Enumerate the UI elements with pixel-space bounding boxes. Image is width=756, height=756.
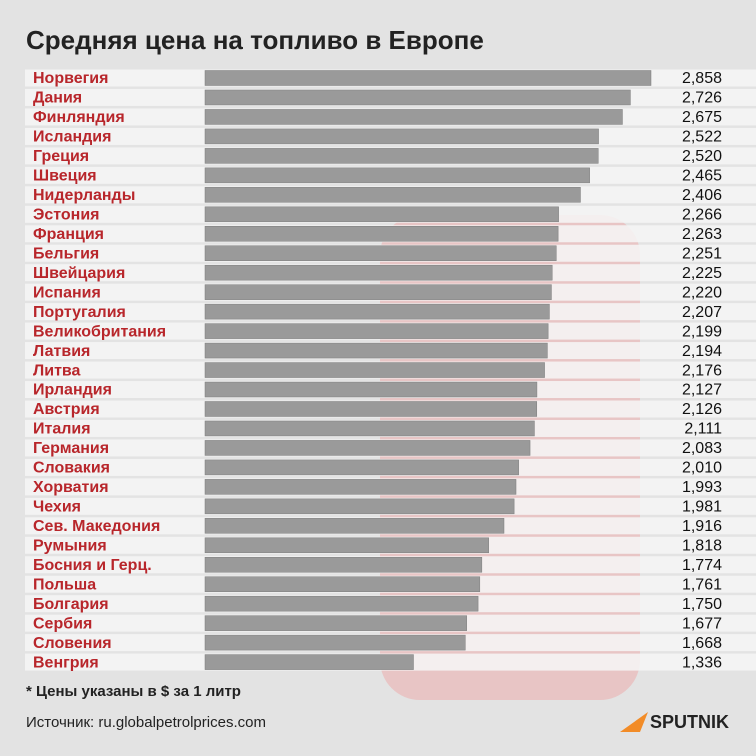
category-label: Польша	[33, 576, 96, 593]
value-label: 2,263	[682, 226, 722, 243]
bar	[204, 148, 599, 164]
value-label: 2,520	[682, 148, 722, 165]
category-label: Босния и Герц.	[33, 557, 152, 574]
bar	[204, 615, 467, 631]
value-label: 2,111	[684, 421, 722, 438]
bar	[204, 109, 623, 125]
category-label: Чехия	[33, 499, 81, 516]
value-label: 2,266	[682, 207, 722, 224]
category-label: Латвия	[33, 343, 90, 360]
bar	[204, 284, 552, 300]
value-label: 2,207	[682, 304, 722, 321]
value-label: 1,993	[682, 479, 722, 496]
bar	[204, 479, 517, 495]
bar	[204, 401, 538, 417]
category-label: Болгария	[33, 596, 109, 613]
value-label: 2,126	[682, 401, 722, 418]
bar	[204, 440, 531, 456]
bar	[204, 187, 581, 203]
category-label: Австрия	[33, 401, 100, 418]
value-label: 2,726	[682, 90, 722, 107]
category-label: Великобритания	[33, 323, 166, 340]
category-label: Словения	[33, 635, 112, 652]
value-label: 1,916	[682, 518, 722, 535]
value-label: 1,774	[682, 557, 722, 574]
source: Источник: ru.globalpetrolprices.com	[26, 714, 266, 731]
bar	[204, 420, 535, 437]
value-label: 1,677	[682, 615, 722, 632]
bar	[204, 264, 553, 281]
bar	[204, 206, 559, 223]
bar	[204, 70, 652, 86]
value-label: 2,199	[682, 323, 722, 340]
category-label: Дания	[33, 90, 82, 107]
bar	[204, 459, 519, 476]
bar	[204, 654, 414, 670]
category-label: Литва	[33, 362, 81, 379]
category-label: Италия	[33, 421, 91, 438]
value-label: 2,194	[682, 343, 722, 360]
bar	[204, 245, 557, 261]
category-label: Эстония	[33, 207, 100, 224]
bar	[204, 557, 483, 573]
bar	[204, 342, 548, 359]
value-label: 1,818	[682, 537, 722, 554]
bar	[204, 634, 466, 651]
value-label: 2,858	[682, 70, 722, 87]
category-label: Исландия	[33, 129, 111, 146]
value-label: 2,127	[682, 382, 722, 399]
value-label: 2,176	[682, 362, 722, 379]
value-label: 2,406	[682, 187, 722, 204]
category-label: Нидерланды	[33, 187, 135, 204]
bar	[204, 128, 599, 145]
category-label: Швеция	[33, 168, 97, 185]
category-label: Франция	[33, 226, 104, 243]
category-label: Португалия	[33, 304, 126, 321]
category-label: Сербия	[33, 615, 92, 632]
category-label: Германия	[33, 440, 109, 457]
category-label: Греция	[33, 148, 89, 165]
bar	[204, 595, 479, 612]
bar	[204, 576, 481, 592]
value-label: 2,220	[682, 284, 722, 301]
category-label: Сев. Македония	[33, 518, 160, 535]
category-label: Хорватия	[33, 479, 109, 496]
note: * Цены указаны в $ за 1 литр	[26, 683, 241, 700]
bar	[204, 362, 545, 378]
value-label: 1,336	[682, 654, 722, 671]
category-label: Словакия	[33, 460, 110, 477]
bar	[204, 226, 559, 242]
value-label: 1,761	[682, 576, 722, 593]
value-label: 2,675	[682, 109, 722, 126]
category-label: Испания	[33, 284, 101, 301]
value-label: 2,225	[682, 265, 722, 282]
bar	[204, 518, 505, 534]
bar	[204, 323, 549, 339]
value-label: 1,750	[682, 596, 722, 613]
category-label: Ирландия	[33, 382, 112, 399]
category-label: Венгрия	[33, 654, 99, 671]
bar	[204, 89, 631, 106]
category-label: Бельгия	[33, 245, 99, 262]
category-label: Финляндия	[33, 109, 125, 126]
value-label: 2,465	[682, 168, 722, 185]
bar	[204, 498, 515, 515]
value-label: 2,251	[682, 245, 722, 262]
bar	[204, 381, 538, 398]
value-label: 2,010	[682, 460, 722, 477]
logo: SPUTNIK	[650, 712, 729, 732]
chart-title: Средняя цена на топливо в Европе	[26, 25, 484, 55]
logo-icon	[620, 712, 648, 732]
value-label: 1,981	[682, 499, 722, 516]
value-label: 2,083	[682, 440, 722, 457]
bar	[204, 303, 550, 320]
category-label: Румыния	[33, 537, 107, 554]
value-label: 1,668	[682, 635, 722, 652]
category-label: Швейцария	[33, 265, 125, 282]
category-label: Норвегия	[33, 70, 108, 87]
value-label: 2,522	[682, 129, 722, 146]
bar	[204, 167, 590, 184]
bar	[204, 537, 489, 554]
